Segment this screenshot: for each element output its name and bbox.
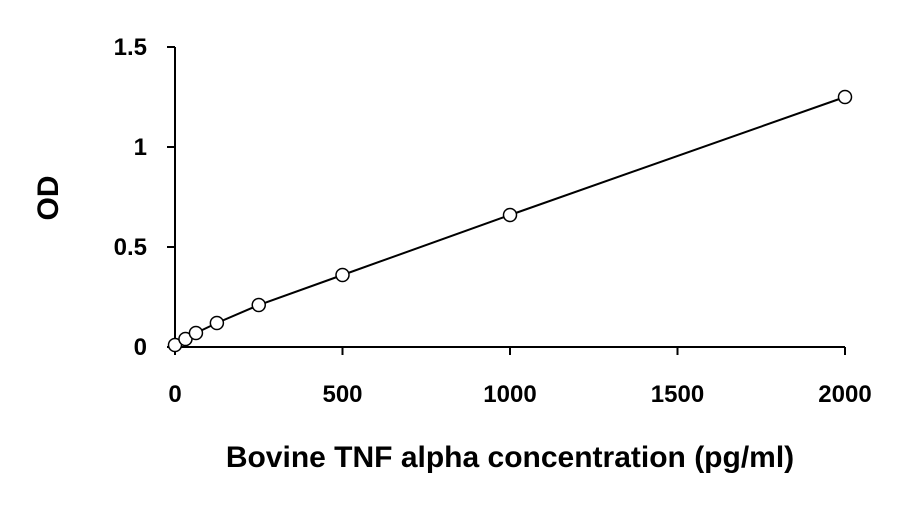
y-tick-label: 1 <box>134 134 147 161</box>
y-tick-label: 1.5 <box>114 34 147 61</box>
x-tick-label: 0 <box>168 381 181 408</box>
data-point <box>188 325 204 341</box>
y-ticks: 0 0.5 1 1.5 <box>114 34 175 361</box>
x-tick-label: 1000 <box>483 381 536 408</box>
x-ticks: 0 500 1000 1500 2000 <box>168 347 872 408</box>
x-tick-label: 1500 <box>651 381 704 408</box>
y-tick-label: 0 <box>134 334 147 361</box>
data-point <box>837 89 853 105</box>
data-points <box>167 89 853 353</box>
x-tick-label: 500 <box>322 381 362 408</box>
data-point <box>502 207 518 223</box>
axes <box>174 47 845 348</box>
x-axis-title: Bovine TNF alpha concentration (pg/ml) <box>226 441 794 474</box>
data-point <box>251 297 266 313</box>
y-axis-title: OD <box>32 176 65 221</box>
data-point <box>335 267 350 283</box>
data-point <box>209 315 225 331</box>
x-tick-label: 2000 <box>818 381 871 408</box>
y-tick-label: 0.5 <box>114 234 147 261</box>
